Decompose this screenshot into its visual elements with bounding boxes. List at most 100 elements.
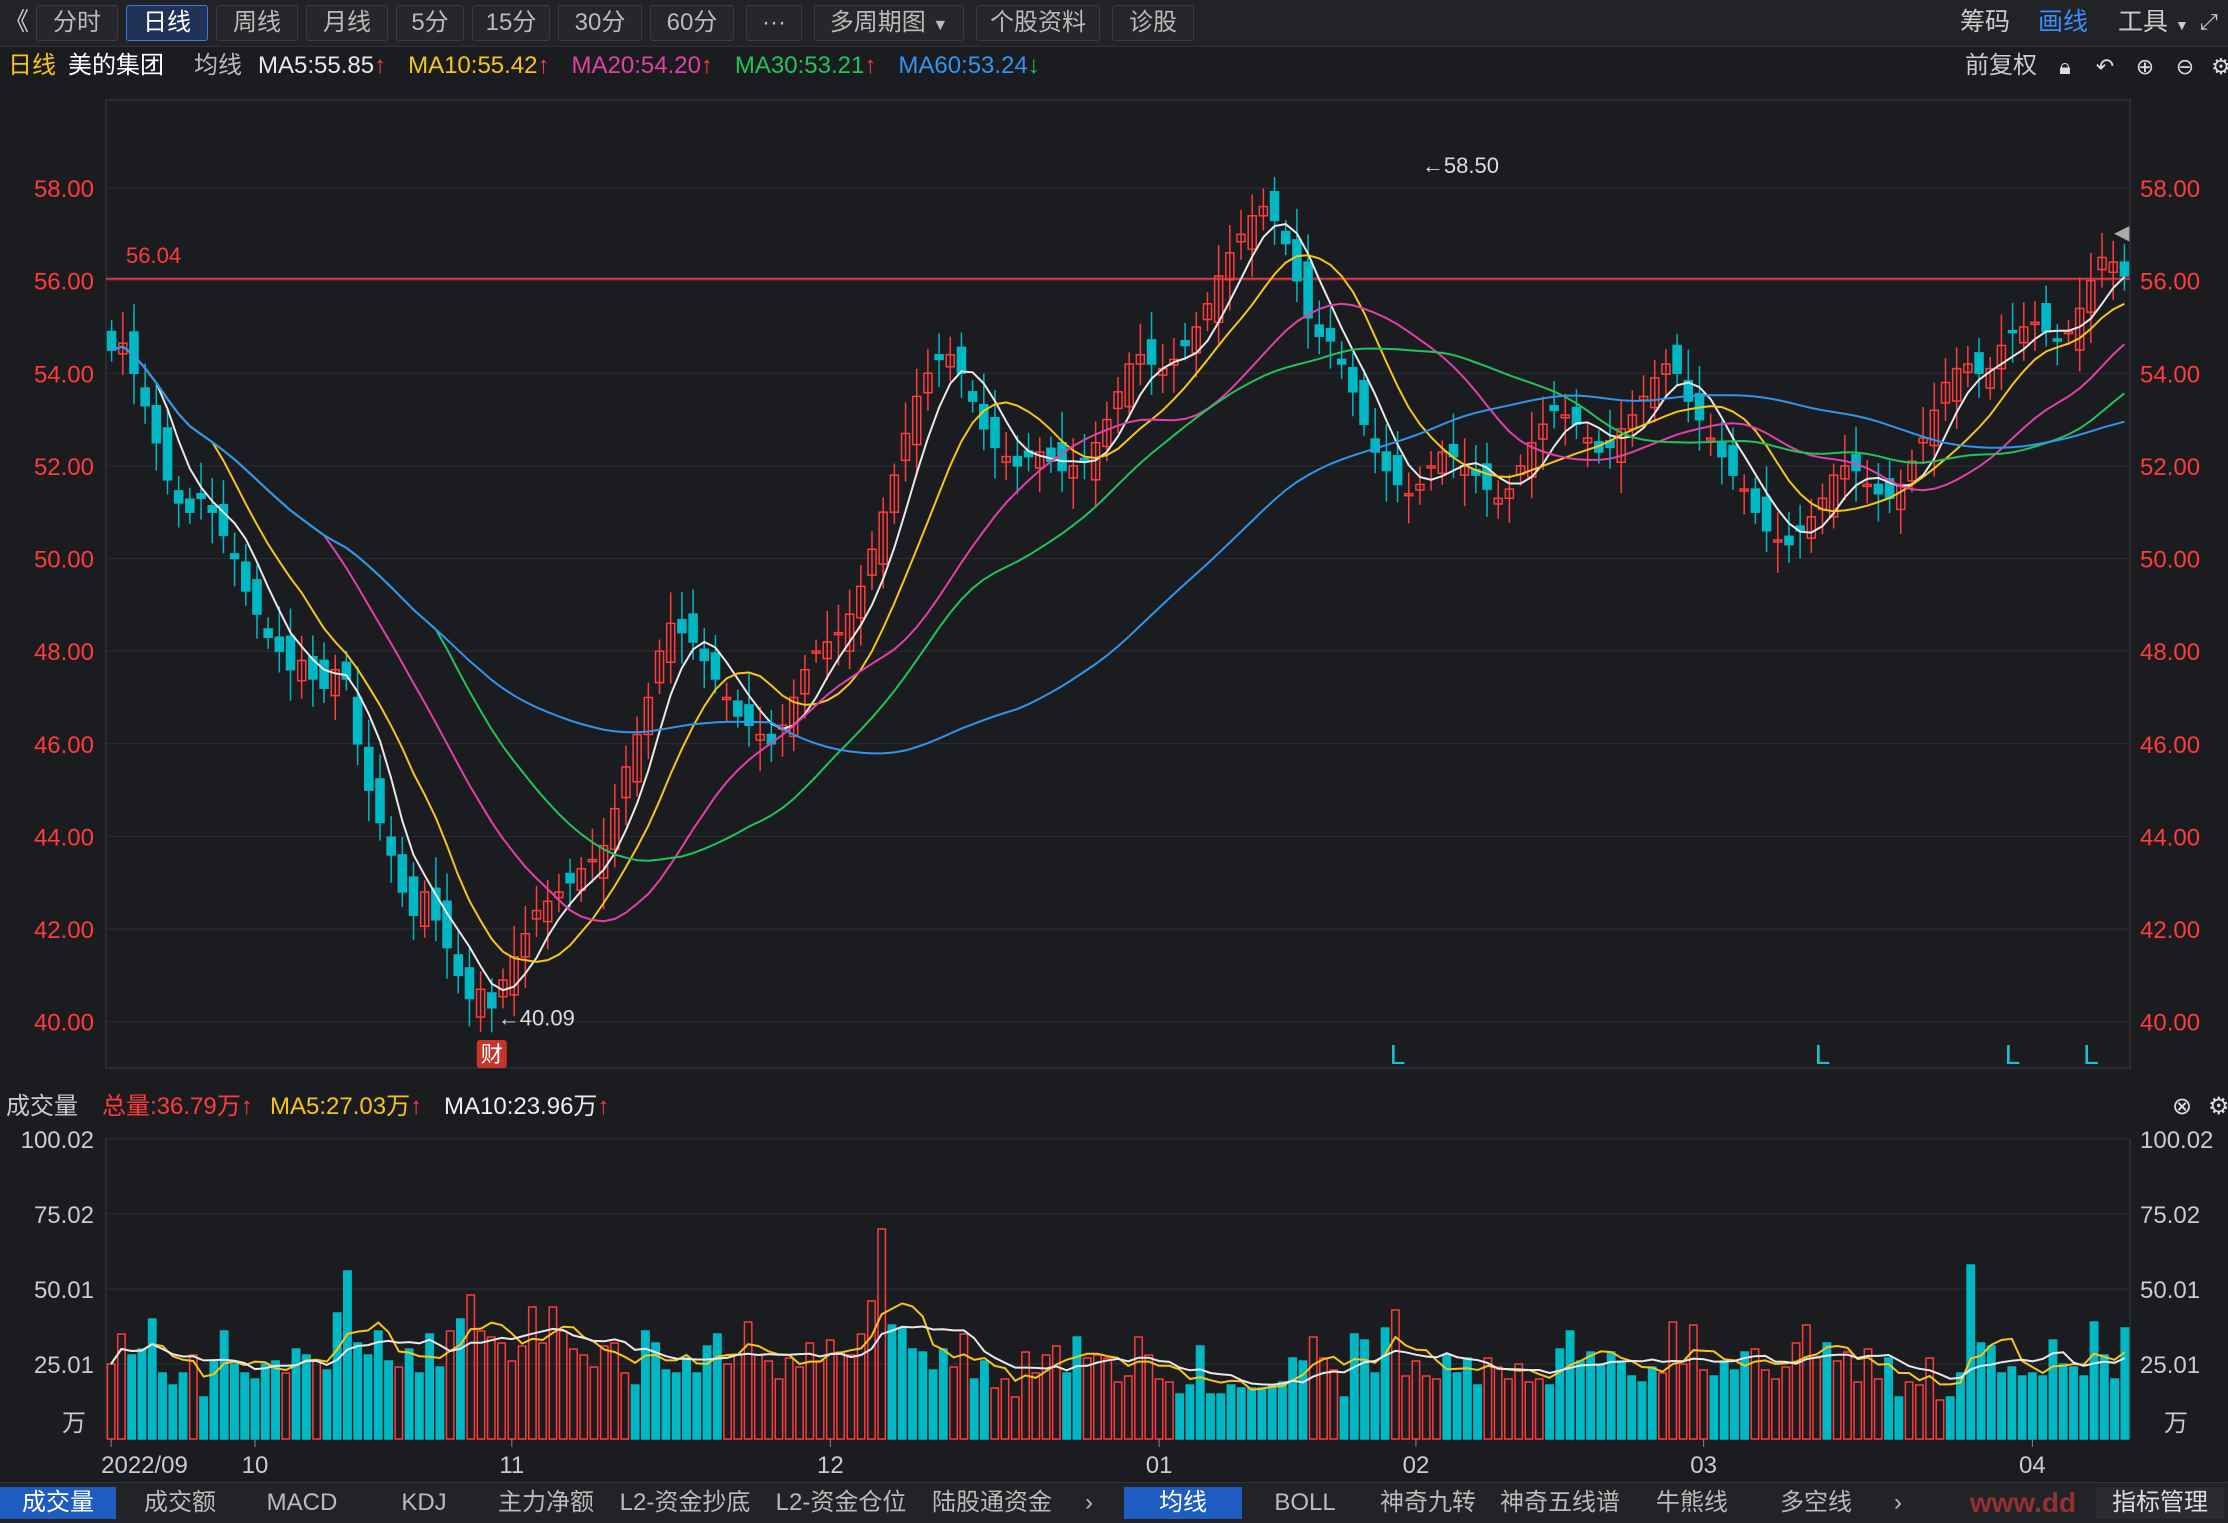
volume-bar xyxy=(199,1396,209,1440)
tab-main-net[interactable]: 主力净额 xyxy=(498,1489,594,1516)
volume-bar xyxy=(342,1270,352,1440)
multi-period-dropdown[interactable]: 多周期图 ▼ xyxy=(814,5,964,41)
candle-body xyxy=(1146,339,1157,365)
zoom-in-icon[interactable]: ⊕ xyxy=(2135,54,2155,79)
indicator-manage-button[interactable]: 指标管理 xyxy=(2096,1487,2224,1519)
chevron-right-icon[interactable]: › xyxy=(1085,1489,1093,1516)
tab-60min[interactable]: 60分 xyxy=(650,5,734,41)
volume-bar xyxy=(229,1363,239,1440)
stock-profile-button[interactable]: 个股资料 xyxy=(976,5,1100,41)
candlestick-chart[interactable]: 58.00 58.00 56.00 56.00 54.00 54.00 52.00 52.00… xyxy=(0,88,2228,1098)
diagnose-button[interactable]: 诊股 xyxy=(1112,5,1194,41)
candle-body xyxy=(2097,256,2107,271)
zoom-out-icon[interactable]: ⊖ xyxy=(2175,54,2195,79)
more-icon[interactable]: ··· xyxy=(746,5,802,41)
volume-bar xyxy=(456,1318,465,1440)
volume-bar xyxy=(1421,1375,1431,1440)
tab-5min[interactable]: 5分 xyxy=(396,5,464,41)
candle-body xyxy=(408,876,419,916)
candle-body xyxy=(1739,488,1749,492)
volume-bar xyxy=(1503,1378,1513,1440)
tools-dropdown[interactable]: 工具 ▼ xyxy=(2118,5,2189,39)
tab-boll[interactable]: BOLL xyxy=(1274,1489,1336,1516)
ma60-line xyxy=(111,345,2125,755)
tab-rixian[interactable]: 日线 xyxy=(126,5,208,41)
lock-icon[interactable]: 🔒︎ xyxy=(2059,54,2071,79)
tab-bull-bear[interactable]: 牛熊线 xyxy=(1656,1489,1728,1516)
volume-bar xyxy=(1062,1372,1072,1440)
draw-line-button[interactable]: 画线 xyxy=(2038,8,2089,36)
volume-bar xyxy=(178,1372,188,1440)
candle-body xyxy=(2018,326,2029,344)
tab-long-short[interactable]: 多空线 xyxy=(1780,1489,1852,1516)
volume-bar xyxy=(1925,1357,1935,1440)
candle-body xyxy=(196,492,206,500)
volume-bar xyxy=(548,1306,558,1440)
tab-30min[interactable]: 30分 xyxy=(558,5,642,41)
panel-settings-icon[interactable]: ⚙ xyxy=(2208,1093,2228,1120)
tab-zhouxian[interactable]: 周线 xyxy=(216,5,298,41)
candle-body xyxy=(923,372,933,394)
volume-bar xyxy=(425,1333,435,1440)
candle-body xyxy=(1258,205,1269,217)
candle-body xyxy=(1571,406,1582,425)
tab-nine-turn[interactable]: 神奇九转 xyxy=(1380,1489,1476,1516)
volume-bar xyxy=(486,1336,496,1440)
volume-bar xyxy=(332,1312,342,1440)
tab-yuexian[interactable]: 月线 xyxy=(306,5,388,41)
volume-tick-right: 75.02 xyxy=(2140,1202,2200,1229)
candle-body xyxy=(699,648,710,662)
tools-label: 工具 xyxy=(2118,8,2169,36)
l-marker: L xyxy=(2083,1039,2099,1070)
candle-body xyxy=(1336,358,1347,365)
volume-bar xyxy=(1380,1327,1390,1440)
volume-bar xyxy=(2110,1378,2120,1440)
volume-bar xyxy=(312,1360,322,1440)
tab-volume[interactable]: 成交量 xyxy=(0,1487,116,1519)
volume-bar xyxy=(1534,1378,1544,1440)
volume-bar xyxy=(1956,1372,1965,1440)
expand-icon[interactable]: ⤢ xyxy=(2200,9,2218,34)
tab-ma[interactable]: 均线 xyxy=(1124,1487,1242,1519)
tab-l2-position[interactable]: L2-资金仓位 xyxy=(775,1489,907,1516)
volume-bar xyxy=(1853,1381,1863,1440)
candle-body xyxy=(207,504,218,513)
tab-15min[interactable]: 15分 xyxy=(472,5,550,41)
close-panel-icon[interactable]: ⊗ xyxy=(2172,1093,2193,1120)
candle-body xyxy=(1370,438,1380,453)
volume-bar xyxy=(1586,1351,1596,1440)
tab-five-lines[interactable]: 神奇五线谱 xyxy=(1500,1489,1620,1516)
tab-kdj[interactable]: KDJ xyxy=(401,1489,447,1516)
adjust-mode-label[interactable]: 前复权 xyxy=(1965,52,2037,79)
volume-chart[interactable]: 100.02 100.02 75.02 75.02 50.01 50.01 25.01 25.… xyxy=(0,1127,2228,1482)
tab-macd[interactable]: MACD xyxy=(266,1489,338,1516)
undo-icon[interactable]: ↶ xyxy=(2095,54,2115,79)
volume-bar xyxy=(733,1354,743,1440)
tab-l2-bottom[interactable]: L2-资金抄底 xyxy=(619,1489,751,1516)
volume-bar xyxy=(1206,1393,1215,1440)
volume-bar xyxy=(990,1387,1000,1440)
tab-fenshi[interactable]: 分时 xyxy=(36,5,118,41)
high-marker: ←58.50 xyxy=(1422,153,1499,178)
chips-button[interactable]: 筹码 xyxy=(1960,8,2011,36)
settings-icon[interactable]: ⚙ xyxy=(2211,54,2228,79)
x-tick-label: 11 xyxy=(499,1452,524,1479)
caret-down-icon: ▼ xyxy=(2174,17,2189,33)
volume-bar xyxy=(1668,1321,1678,1440)
plot-frame xyxy=(105,99,2131,1069)
candle-body xyxy=(1169,358,1179,366)
volume-bar xyxy=(1709,1375,1719,1440)
tab-turnover[interactable]: 成交额 xyxy=(144,1489,216,1516)
collapse-left-icon[interactable]: 《 xyxy=(4,8,30,36)
tab-hk-connect[interactable]: 陆股通资金 xyxy=(932,1489,1052,1516)
candle-body xyxy=(1202,303,1213,321)
y-tick-label-left: 46.00 xyxy=(34,732,94,759)
candle-body xyxy=(755,733,765,741)
indicator-tabs: 成交量 成交额 MACD KDJ 主力净额 L2-资金抄底 L2-资金仓位 陆股… xyxy=(0,1482,2228,1523)
volume-bar xyxy=(2058,1363,2068,1440)
volume-bar xyxy=(271,1360,280,1440)
candle-body xyxy=(453,954,464,977)
ma-label[interactable]: 均线 xyxy=(194,52,242,79)
chevron-right-icon[interactable]: › xyxy=(1894,1489,1902,1516)
candle-body xyxy=(1482,463,1492,490)
